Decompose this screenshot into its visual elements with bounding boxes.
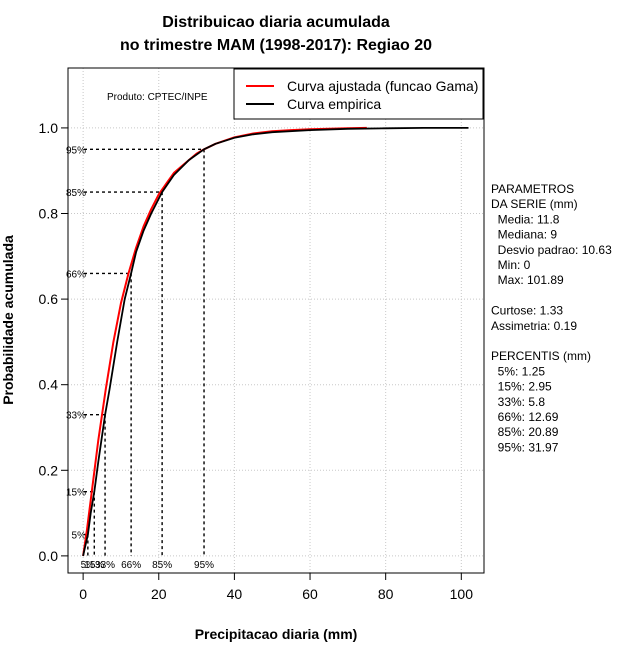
chart-title-line-2: no trimestre MAM (1998-2017): Regiao 20 xyxy=(120,37,432,54)
percentile-label-y: 33% xyxy=(66,411,86,422)
stats-line: Media: 11.8 xyxy=(491,212,560,226)
credit-text: Produto: CPTEC/INPE xyxy=(107,92,208,103)
stats-line: 15%: 2.95 xyxy=(491,380,552,394)
stats-line: Curtose: 1.33 xyxy=(491,304,563,318)
stats-line: PARAMETROS xyxy=(491,182,574,196)
percentile-label-x: 5% xyxy=(81,560,96,571)
percentile-label-x: 95% xyxy=(194,560,214,571)
percentile-markers: 5%5%15%15%33%33%66%66%85%85%95%95% xyxy=(66,145,214,571)
y-tick-label: 1.0 xyxy=(39,120,59,136)
stats-line: Mediana: 9 xyxy=(491,228,557,242)
legend-box xyxy=(233,68,484,120)
y-tick-label: 0.2 xyxy=(39,462,59,478)
x-tick-label: 40 xyxy=(227,586,243,602)
x-axis-label: Precipitacao diaria (mm) xyxy=(195,626,358,642)
legend: Curva ajustada (funcao Gama) Curva empir… xyxy=(233,68,484,120)
y-axis-label: Probabilidade acumulada xyxy=(0,235,16,405)
legend-label-empirical: Curva empirica xyxy=(287,96,381,112)
x-tick-label: 80 xyxy=(378,586,394,602)
y-tick-label: 0.0 xyxy=(39,548,59,564)
stats-line: 66%: 12.69 xyxy=(491,410,559,424)
fitted-gamma-curve xyxy=(82,126,367,557)
y-axis: 0.0 0.2 0.4 0.6 0.8 1.0 xyxy=(39,120,68,564)
percentile-label-x: 15% xyxy=(84,560,104,571)
percentile-label-y: 66% xyxy=(66,269,86,280)
x-tick-label: 60 xyxy=(302,586,318,602)
stats-line: Desvio padrao: 10.63 xyxy=(491,243,612,257)
percentile-label-y: 95% xyxy=(66,145,86,156)
percentile-label-x: 85% xyxy=(152,560,172,571)
empirical-curve xyxy=(82,127,469,557)
x-axis: 0 20 40 60 80 100 xyxy=(79,572,474,602)
chart-title-line-1: Distribuicao diaria acumulada xyxy=(162,14,390,31)
percentile-label-y: 15% xyxy=(66,488,86,499)
stats-line: Min: 0 xyxy=(491,258,531,272)
stats-line: Max: 101.89 xyxy=(491,273,564,287)
x-tick-label: 100 xyxy=(450,586,474,602)
plot-frame xyxy=(67,67,485,574)
x-tick-label: 0 xyxy=(79,586,87,602)
percentile-label-x: 33% xyxy=(95,560,115,571)
y-tick-label: 0.8 xyxy=(39,206,59,222)
stats-line: 33%: 5.8 xyxy=(491,395,545,409)
legend-label-fitted: Curva ajustada (funcao Gama) xyxy=(287,78,478,94)
stats-line: Assimetria: 0.19 xyxy=(491,319,577,333)
x-tick-label: 20 xyxy=(151,586,167,602)
y-tick-label: 0.6 xyxy=(39,291,59,307)
grid xyxy=(68,68,484,573)
stats-line: 85%: 20.89 xyxy=(491,425,559,439)
percentile-label-y: 85% xyxy=(66,188,86,199)
series-group xyxy=(82,126,469,557)
stats-line: 5%: 1.25 xyxy=(491,364,545,378)
stats-line: PERCENTIS (mm) xyxy=(491,349,591,363)
y-tick-label: 0.4 xyxy=(39,377,59,393)
stats-line: DA SERIE (mm) xyxy=(491,197,578,211)
percentile-label-y: 5% xyxy=(72,530,87,541)
percentile-label-x: 66% xyxy=(121,560,141,571)
stats-line: 95%: 31.97 xyxy=(491,440,559,454)
